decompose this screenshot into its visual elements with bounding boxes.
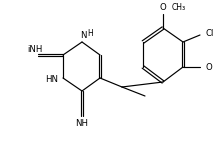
Text: O: O [205, 62, 212, 72]
Text: iNH: iNH [27, 44, 43, 54]
Text: N: N [80, 31, 86, 39]
Text: H: H [87, 29, 93, 37]
Text: Cl: Cl [205, 30, 213, 38]
Text: O: O [160, 3, 166, 13]
Text: NH: NH [75, 120, 89, 128]
Text: CH₃: CH₃ [172, 3, 186, 13]
Text: HN: HN [45, 75, 58, 85]
